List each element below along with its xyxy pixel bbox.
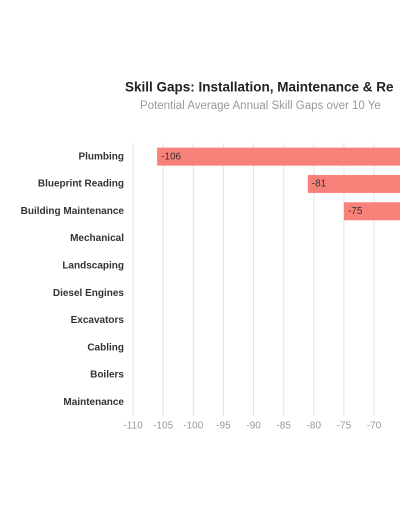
x-tick-label: -85 xyxy=(276,421,291,432)
y-tick-label: Plumbing xyxy=(78,151,124,162)
y-tick-label: Boilers xyxy=(90,370,124,381)
bar xyxy=(307,174,400,193)
y-tick-label: Landscaping xyxy=(62,260,124,271)
y-tick-label: Building Maintenance xyxy=(21,206,125,217)
x-tick-label: -95 xyxy=(216,421,231,432)
y-tick-label: Blueprint Reading xyxy=(38,179,124,190)
y-tick-label: Cabling xyxy=(87,342,124,353)
y-tick-label: Diesel Engines xyxy=(53,288,125,299)
chart-subtitle: Potential Average Annual Skill Gaps over… xyxy=(140,100,381,112)
chart-title: Skill Gaps: Installation, Maintenance & … xyxy=(125,80,394,95)
y-tick-label: Mechanical xyxy=(70,233,124,244)
x-tick-label: -100 xyxy=(183,421,203,432)
x-tick-label: -110 xyxy=(123,421,143,432)
x-tick-label: -75 xyxy=(337,421,352,432)
bar xyxy=(343,202,400,221)
y-tick-label: Maintenance xyxy=(63,397,124,408)
x-tick-label: -90 xyxy=(246,421,261,432)
bar xyxy=(157,147,400,166)
y-tick-label: Excavators xyxy=(71,315,125,326)
x-tick-label: -80 xyxy=(307,421,322,432)
x-tick-label: -70 xyxy=(367,421,382,432)
data-label: -81 xyxy=(312,179,327,190)
x-tick-label: -105 xyxy=(153,421,173,432)
data-label: -75 xyxy=(348,206,363,217)
data-label: -106 xyxy=(161,151,181,162)
